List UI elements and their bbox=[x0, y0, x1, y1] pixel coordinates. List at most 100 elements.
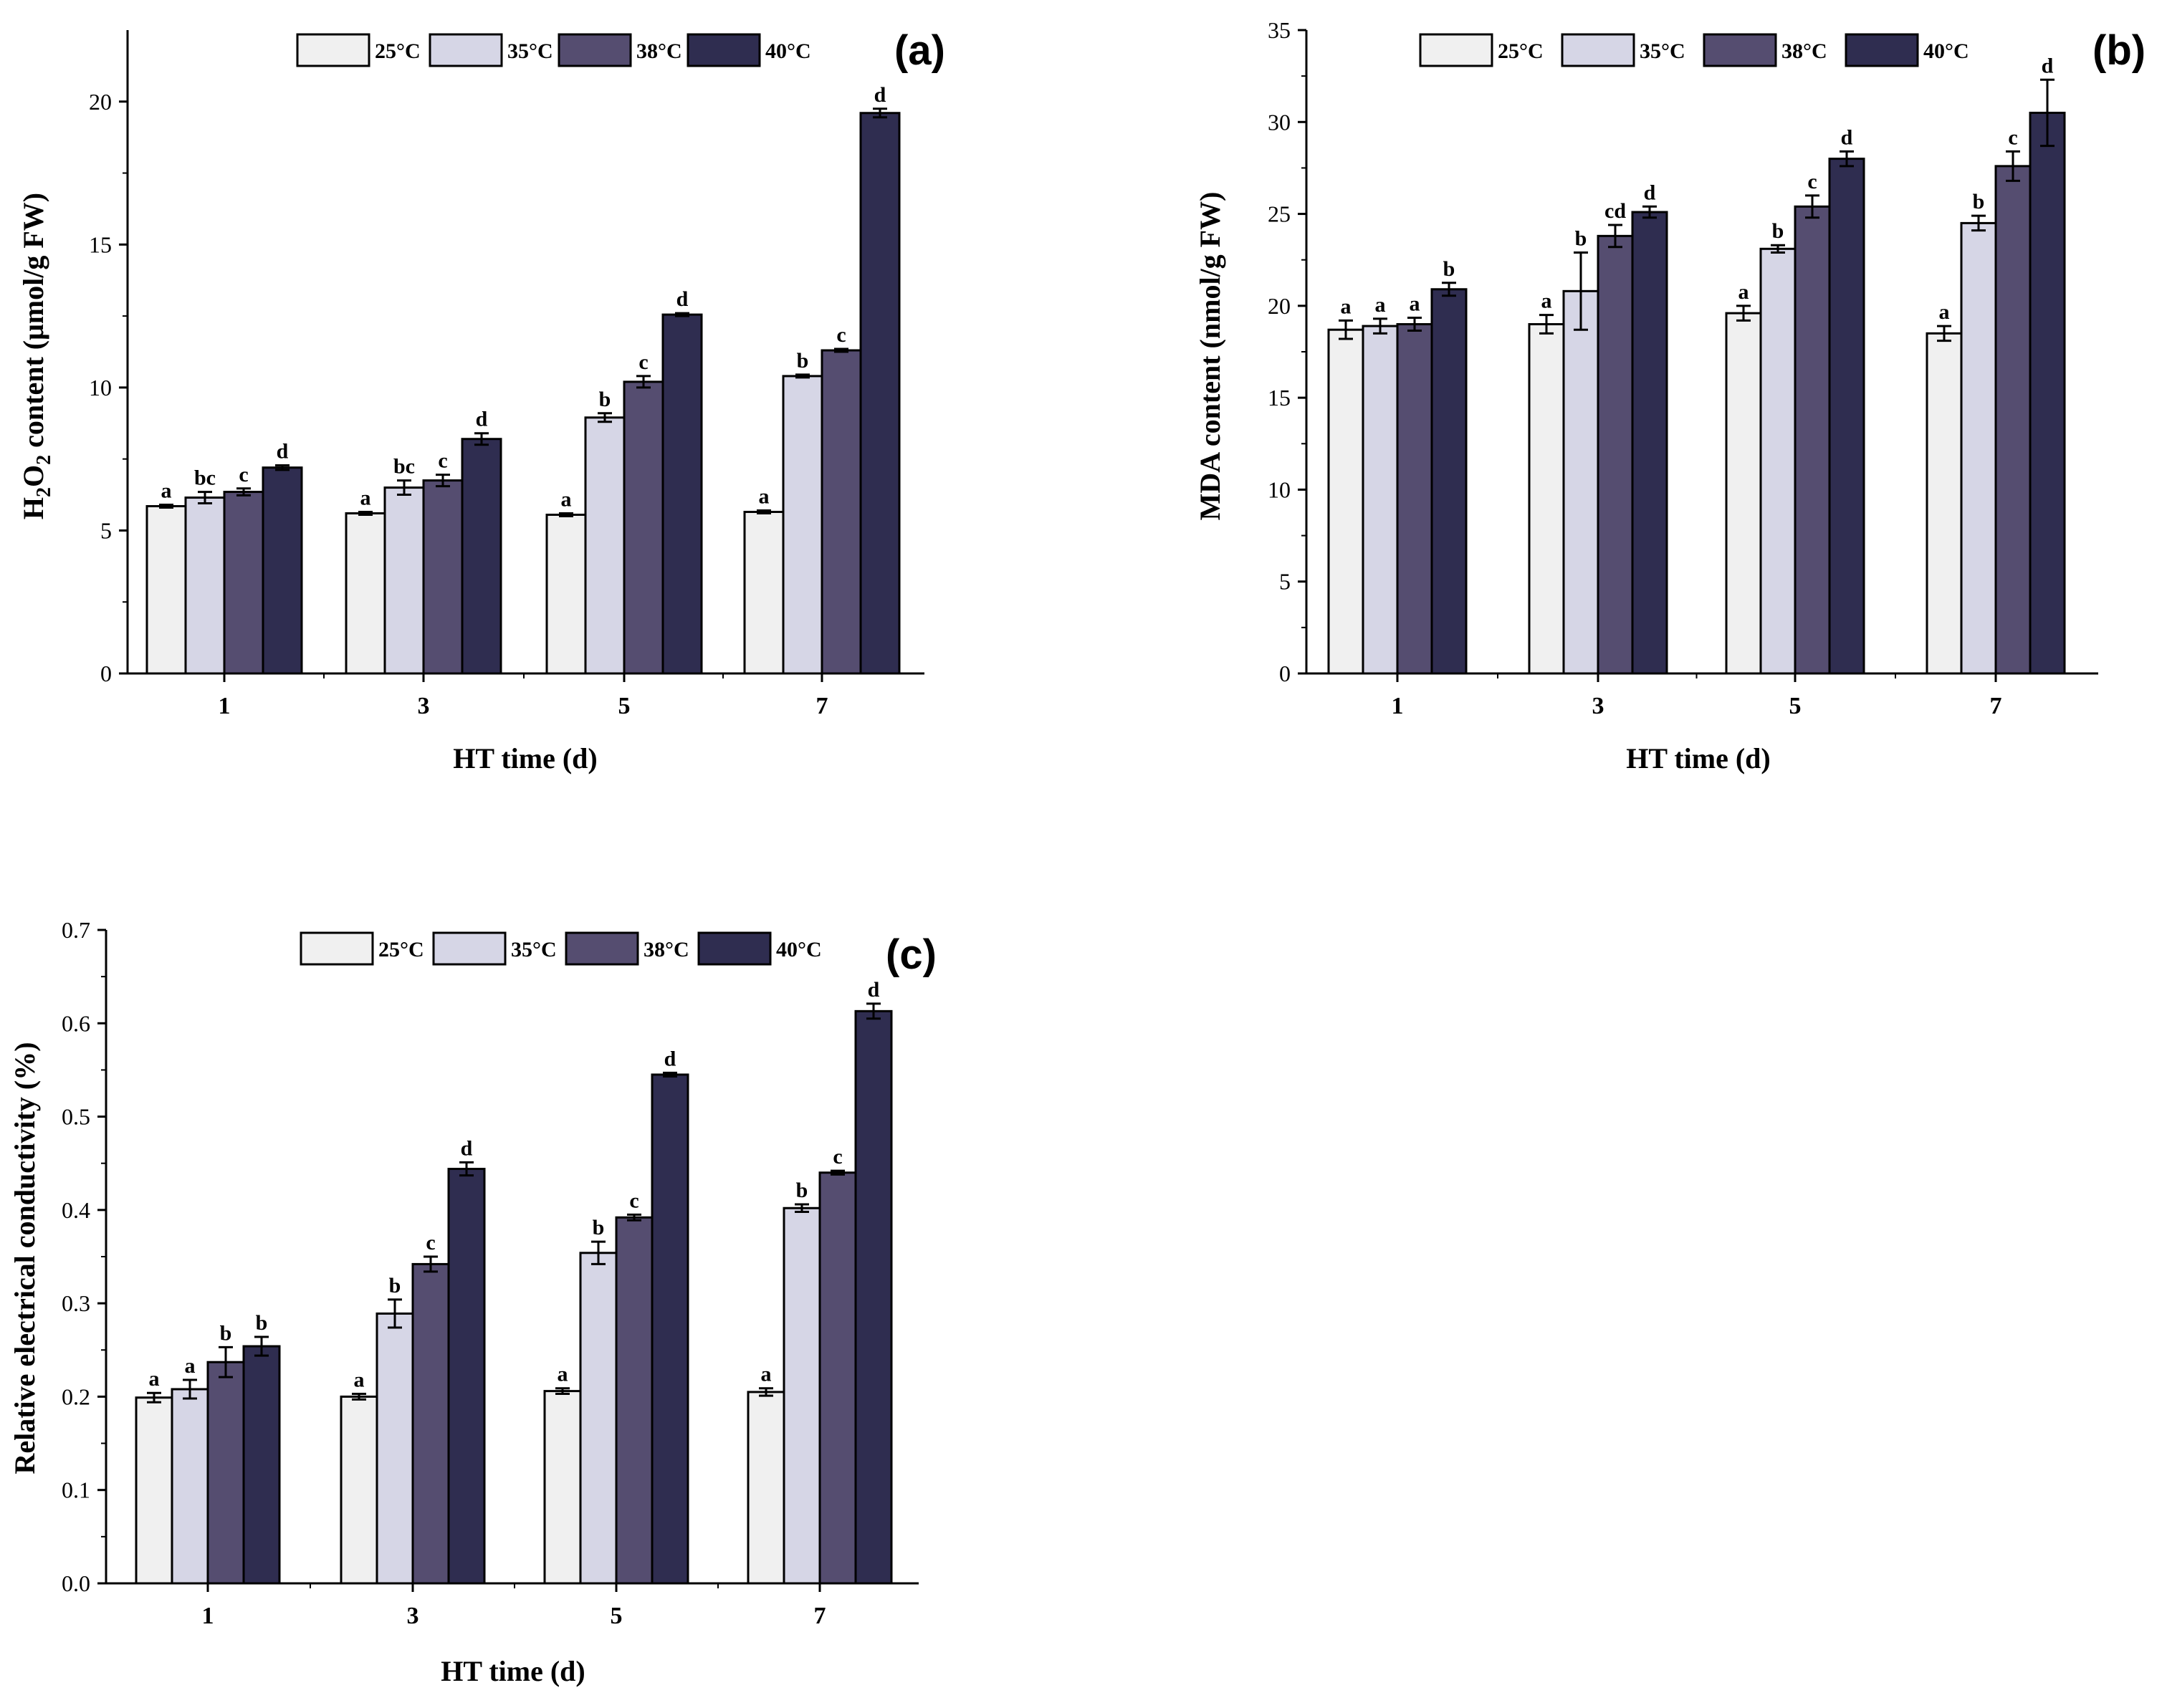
panel-a-y-tick-label: 10 bbox=[89, 375, 112, 400]
panel-c-significance-letter: c bbox=[629, 1189, 638, 1212]
panel-a-significance-letter: a bbox=[561, 487, 572, 511]
panel-a-legend: 25°C 35°C 38°C 40°C bbox=[296, 33, 811, 67]
panel-a-x-tick-label: 5 bbox=[618, 693, 631, 719]
panel-c-error-bar bbox=[147, 1391, 161, 1404]
panel-b-error-bar bbox=[2006, 150, 2020, 182]
panel-a-significance-letter: bc bbox=[393, 455, 415, 479]
panel-c-significance-letter: a bbox=[149, 1367, 160, 1391]
panel-b-bar bbox=[1794, 205, 1831, 675]
panel-a-bar bbox=[821, 349, 862, 675]
panel-a-x-tick-label: 3 bbox=[418, 693, 430, 719]
chart-panel-c: (c) HT time (d) Relative electrical cond… bbox=[9, 917, 937, 1687]
panel-c-y-tick-label: 0.5 bbox=[62, 1104, 90, 1130]
panel-c-significance-letter: d bbox=[461, 1136, 473, 1160]
chart-panel-a: (a) HT time (d) H2O2 content (μmol/g FW)… bbox=[17, 27, 945, 774]
panel-a-error-bar bbox=[636, 375, 651, 389]
panel-a-legend-swatch bbox=[687, 33, 761, 67]
panel-c-y-tick-label: 0.2 bbox=[62, 1383, 90, 1409]
panel-c-significance-letter: d bbox=[868, 978, 880, 1002]
panel-b-y-tick-label: 10 bbox=[1268, 476, 1291, 502]
panel-c-legend-swatch bbox=[565, 931, 639, 966]
panel-a-y-tick-label: 0 bbox=[100, 661, 112, 686]
panel-c-legend-swatch bbox=[300, 931, 374, 966]
panel-c-bar bbox=[206, 1361, 245, 1585]
panel-c-bar bbox=[651, 1073, 689, 1585]
panel-c-error-bar bbox=[831, 1169, 845, 1176]
panel-a-legend-swatch bbox=[296, 33, 370, 67]
panel-b-error-bar bbox=[1574, 251, 1588, 331]
panel-c-bar bbox=[615, 1216, 654, 1585]
panel-b-significance-letter: d bbox=[1841, 125, 1853, 149]
panel-c-bar bbox=[579, 1252, 618, 1585]
panel-c-significance-letter: b bbox=[220, 1321, 232, 1345]
panel-c-error-bar bbox=[627, 1213, 641, 1222]
panel-a-bar bbox=[461, 438, 502, 675]
panel-b-error-bar bbox=[1642, 205, 1657, 219]
panel-b-bar bbox=[1759, 247, 1797, 675]
panel-b-bar bbox=[1562, 289, 1599, 675]
panel-c-significance-letter: c bbox=[426, 1231, 435, 1254]
panel-a-bar bbox=[422, 479, 464, 675]
panel-b-y-tick-label: 15 bbox=[1268, 385, 1291, 411]
panel-c-bar bbox=[783, 1206, 821, 1585]
panel-a-significance-letter: a bbox=[360, 486, 371, 510]
panel-a-significance-letter: c bbox=[638, 350, 648, 374]
panel-b-bar bbox=[1828, 158, 1865, 675]
panel-a-bar bbox=[661, 313, 703, 675]
panel-b-bar bbox=[1396, 323, 1433, 675]
panel-a-error-bar bbox=[275, 464, 290, 471]
panel-a-error-bar bbox=[159, 504, 173, 509]
panel-a-bar bbox=[623, 380, 664, 675]
panel-b-legend-label: 38°C bbox=[1781, 39, 1827, 63]
panel-b-bar bbox=[1597, 234, 1634, 675]
panel-c-error-bar bbox=[591, 1240, 606, 1265]
panel-c-error-bar bbox=[388, 1298, 402, 1329]
panel-a-x-tick-label: 1 bbox=[219, 693, 231, 719]
panel-c-error-bar bbox=[352, 1393, 366, 1401]
panel-c-significance-letter: c bbox=[833, 1145, 842, 1169]
panel-c-bar bbox=[447, 1168, 486, 1585]
panel-a-x-tick-label: 7 bbox=[816, 693, 828, 719]
panel-a-x-axis-label: HT time (d) bbox=[453, 742, 597, 774]
panel-b-error-bar bbox=[1407, 317, 1422, 332]
panel-a-error-bar bbox=[474, 432, 489, 446]
panel-b-error-bar bbox=[1339, 319, 1353, 340]
panel-b-legend-swatch bbox=[1561, 33, 1635, 67]
panel-c-error-bar bbox=[866, 1002, 881, 1020]
panel-a-bar bbox=[782, 375, 823, 675]
panel-a-error-bar bbox=[358, 511, 373, 516]
panel-a-axes bbox=[126, 30, 924, 675]
panel-a-bar bbox=[545, 513, 587, 675]
panel-c-bar bbox=[376, 1312, 414, 1585]
panel-c-legend-label: 40°C bbox=[776, 938, 822, 961]
panel-c-y-tick-label: 0.7 bbox=[62, 917, 90, 943]
panel-c-legend-label: 38°C bbox=[644, 938, 689, 961]
panel-a-error-bar bbox=[795, 373, 810, 379]
panel-b-significance-letter: d bbox=[2042, 54, 2054, 77]
panel-a-significance-letter: b bbox=[797, 349, 809, 373]
panel-b-legend-swatch bbox=[1703, 33, 1777, 67]
panel-a-significance-letter: d bbox=[277, 439, 289, 463]
panel-a-legend-swatch bbox=[429, 33, 503, 67]
panel-a-bar bbox=[743, 511, 785, 675]
panel-a-significance-letter: c bbox=[836, 323, 846, 347]
panel-b-bar bbox=[1725, 312, 1762, 675]
panel-c-bar bbox=[171, 1388, 209, 1585]
panel-b-error-bar bbox=[1736, 304, 1751, 322]
panel-c-error-bar bbox=[459, 1161, 474, 1177]
panel-c-significance-letter: b bbox=[389, 1274, 401, 1297]
panel-a-error-bar bbox=[397, 479, 411, 496]
panel-c-x-tick-label: 3 bbox=[407, 1603, 419, 1629]
chart-panel-b: (b) HT time (d) MDA content (nmol/g FW) … bbox=[1194, 17, 2146, 774]
panel-c-error-bar bbox=[759, 1387, 773, 1397]
panel-a-error-bar bbox=[834, 347, 848, 353]
panel-b-error-bar bbox=[1608, 224, 1622, 249]
panel-a-y-tick-label: 20 bbox=[89, 89, 112, 115]
panel-c-error-bar bbox=[183, 1378, 197, 1400]
panel-c-significance-letter: b bbox=[593, 1216, 605, 1239]
panel-b-legend-label: 40°C bbox=[1923, 39, 1969, 63]
panel-b-bar bbox=[1926, 332, 1963, 675]
panel-b-legend-swatch bbox=[1419, 33, 1493, 67]
panel-c-legend-label: 35°C bbox=[511, 938, 557, 961]
panel-c-x-tick-label: 1 bbox=[202, 1603, 214, 1629]
